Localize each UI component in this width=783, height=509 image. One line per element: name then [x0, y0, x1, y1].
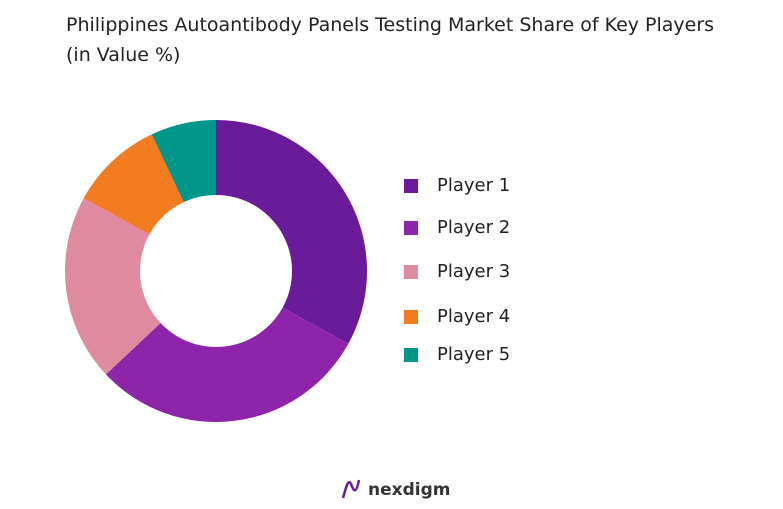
- donut-slice: [64, 198, 161, 375]
- donut-slice: [216, 120, 367, 344]
- legend-label: Player 5: [437, 344, 510, 365]
- brand-logo: nexdigm: [341, 479, 450, 500]
- logo-icon: [341, 479, 361, 499]
- legend-swatch: [404, 348, 418, 362]
- legend-swatch: [404, 221, 418, 235]
- legend-label: Player 1: [437, 175, 510, 196]
- legend-swatch: [404, 265, 418, 279]
- legend-label: Player 3: [437, 261, 510, 282]
- donut-slice: [105, 307, 349, 422]
- brand-name: nexdigm: [368, 480, 450, 500]
- legend-swatch: [404, 179, 418, 193]
- legend-label: Player 4: [437, 306, 510, 327]
- donut-slice: [83, 134, 184, 235]
- chart-title: Philippines Autoantibody Panels Testing …: [66, 14, 715, 66]
- legend-label: Player 2: [437, 217, 510, 238]
- legend-swatch: [404, 310, 418, 324]
- donut-slice: [151, 120, 216, 203]
